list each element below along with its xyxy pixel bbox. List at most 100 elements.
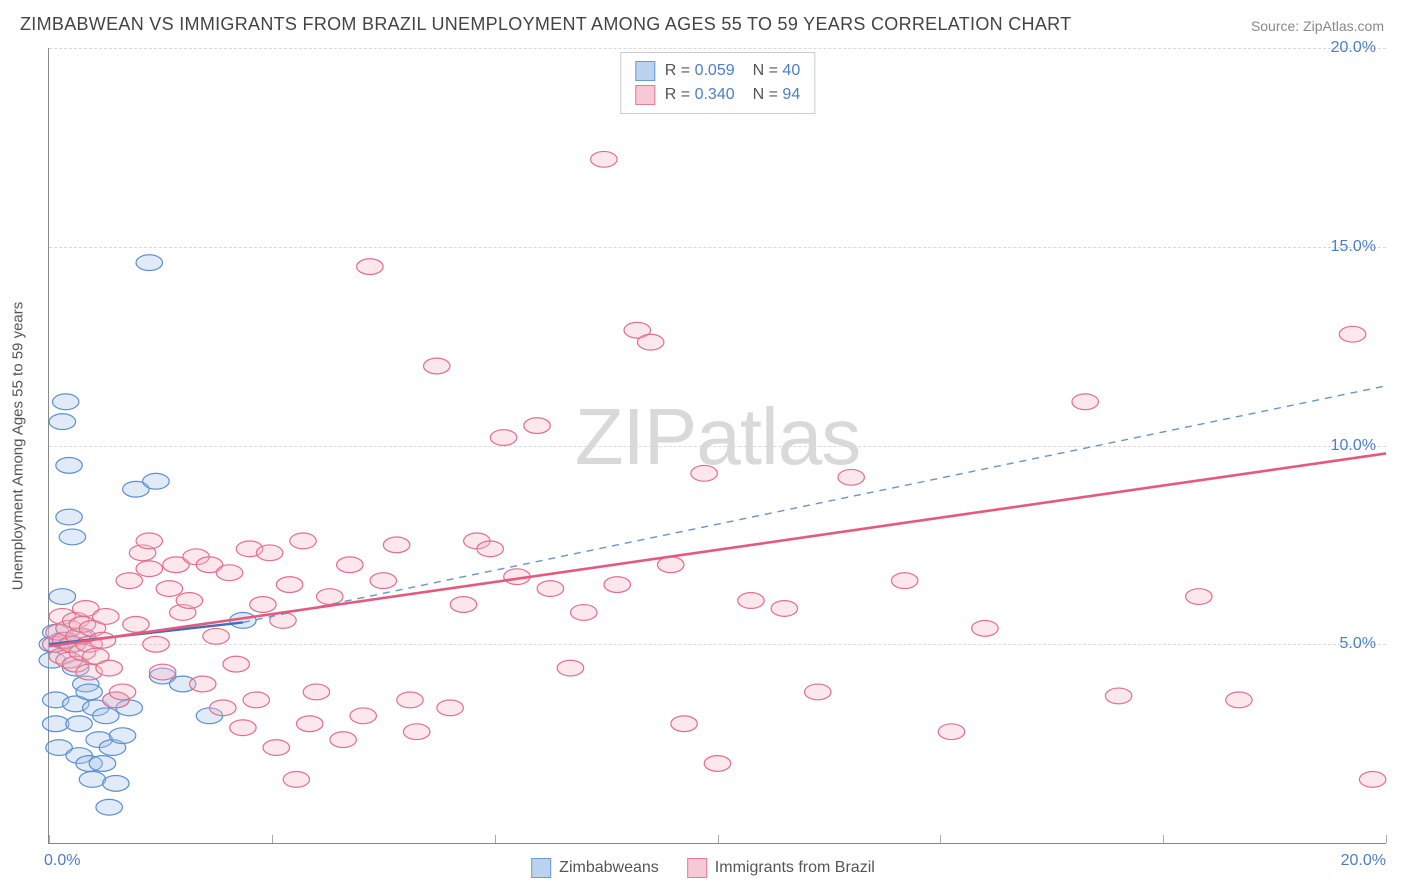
legend-stats-row: R = 0.340 N = 94	[635, 83, 800, 107]
data-point	[557, 660, 583, 676]
x-tick	[495, 835, 496, 843]
x-tick	[1386, 835, 1387, 843]
legend-swatch	[635, 85, 655, 105]
data-point	[296, 716, 322, 732]
legend-item: Zimbabweans	[531, 858, 659, 878]
data-point	[1105, 688, 1131, 704]
data-point	[423, 358, 449, 374]
data-point	[143, 636, 169, 652]
data-point	[1226, 692, 1252, 708]
data-point	[250, 597, 276, 613]
data-point	[136, 561, 162, 577]
y-axis-label: Unemployment Among Ages 55 to 59 years	[10, 302, 27, 591]
legend-stats-box: R = 0.059 N = 40 R = 0.340 N = 94	[620, 52, 815, 114]
legend-stats-row: R = 0.059 N = 40	[635, 59, 800, 83]
data-point	[524, 418, 550, 434]
data-point	[283, 772, 309, 788]
data-point	[1359, 772, 1385, 788]
data-point	[76, 684, 102, 700]
data-point	[79, 772, 105, 788]
data-point	[303, 684, 329, 700]
data-point	[370, 573, 396, 589]
legend-r-label: R = 0.340	[665, 83, 735, 107]
x-tick-max: 20.0%	[1341, 852, 1386, 870]
data-point	[263, 740, 289, 756]
source-attribution: Source: ZipAtlas.com	[1251, 18, 1384, 34]
legend-n-value: 94	[782, 86, 800, 103]
data-point	[256, 545, 282, 561]
data-point	[571, 605, 597, 621]
data-point	[49, 414, 75, 430]
data-point	[437, 700, 463, 716]
data-point	[490, 430, 516, 446]
data-point	[403, 724, 429, 740]
data-point	[156, 581, 182, 597]
plot-area: ZIPatlas R = 0.059N = 40R = 0.340N = 94 …	[48, 48, 1386, 844]
data-point	[337, 557, 363, 573]
legend-n-label: N = 94	[753, 83, 801, 107]
data-point	[190, 676, 216, 692]
data-point	[290, 533, 316, 549]
data-point	[230, 720, 256, 736]
data-point	[350, 708, 376, 724]
legend-n-value: 40	[782, 62, 800, 79]
data-point	[591, 151, 617, 167]
x-tick-min: 0.0%	[44, 852, 80, 870]
data-point	[123, 617, 149, 633]
data-point	[59, 529, 85, 545]
data-point	[136, 255, 162, 271]
data-point	[56, 458, 82, 474]
y-tick-label: 10.0%	[1331, 437, 1376, 455]
legend-n-label: N = 40	[753, 59, 801, 83]
data-point	[972, 620, 998, 636]
data-point	[317, 589, 343, 605]
y-tick-label: 15.0%	[1331, 238, 1376, 256]
data-point	[203, 628, 229, 644]
data-point	[477, 541, 503, 557]
trend-line	[243, 386, 1386, 623]
legend-item: Immigrants from Brazil	[687, 858, 875, 878]
data-point	[103, 776, 129, 792]
legend-r-label: R = 0.059	[665, 59, 735, 83]
data-point	[537, 581, 563, 597]
data-point	[1072, 394, 1098, 410]
data-point	[66, 716, 92, 732]
data-point	[671, 716, 697, 732]
data-point	[149, 664, 175, 680]
legend-swatch	[635, 61, 655, 81]
x-tick	[940, 835, 941, 843]
data-point	[42, 716, 68, 732]
data-point	[383, 537, 409, 553]
data-point	[49, 589, 75, 605]
data-point	[143, 473, 169, 489]
data-point	[96, 660, 122, 676]
x-tick	[49, 835, 50, 843]
legend-r-value: 0.059	[695, 62, 735, 79]
data-point	[243, 692, 269, 708]
data-point	[637, 334, 663, 350]
data-point	[450, 597, 476, 613]
x-tick	[272, 835, 273, 843]
data-point	[691, 465, 717, 481]
bottom-legend: Zimbabweans Immigrants from Brazil	[531, 858, 875, 878]
data-point	[805, 684, 831, 700]
data-point	[223, 656, 249, 672]
data-point	[704, 756, 730, 772]
scatter-svg	[49, 48, 1386, 843]
data-point	[176, 593, 202, 609]
legend-label: Immigrants from Brazil	[715, 859, 875, 877]
data-point	[56, 509, 82, 525]
data-point	[1339, 326, 1365, 342]
chart-title: ZIMBABWEAN VS IMMIGRANTS FROM BRAZIL UNE…	[20, 14, 1071, 35]
data-point	[93, 609, 119, 625]
data-point	[116, 573, 142, 589]
data-point	[109, 684, 135, 700]
legend-swatch	[687, 858, 707, 878]
x-tick	[718, 835, 719, 843]
data-point	[330, 732, 356, 748]
data-point	[93, 708, 119, 724]
data-point	[604, 577, 630, 593]
data-point	[216, 565, 242, 581]
data-point	[1186, 589, 1212, 605]
data-point	[276, 577, 302, 593]
